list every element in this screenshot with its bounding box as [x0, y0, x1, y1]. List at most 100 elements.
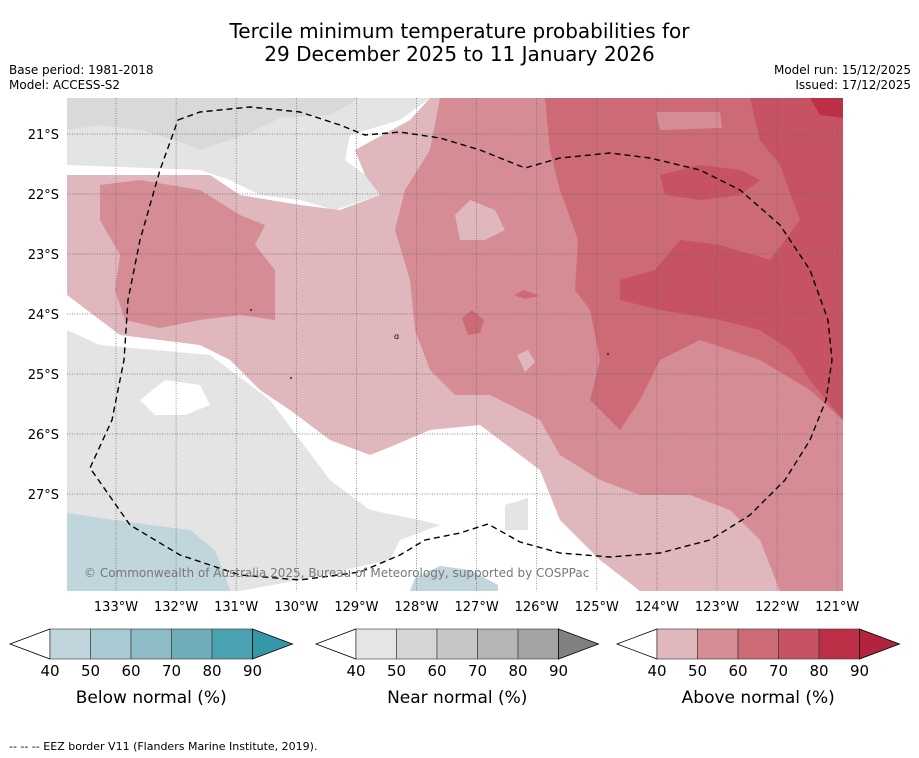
longitude-label: 126°W — [515, 600, 559, 615]
colorbar: 40 50 60 70 80 90 Near normal (%) — [314, 628, 600, 708]
colorbar-tick-label: 90 — [549, 662, 568, 680]
eez-border — [89, 106, 833, 581]
island-marker — [290, 377, 292, 379]
colorbar-tick-label: 70 — [468, 662, 487, 680]
colorbar-segment — [778, 628, 820, 660]
longitude-label: 130°W — [274, 600, 318, 615]
colorbar-tick-label: 80 — [508, 662, 527, 680]
longitude-label: 133°W — [94, 600, 138, 615]
above-normal-70-80 — [620, 98, 843, 420]
longitude-label: 121°W — [815, 600, 859, 615]
longitude-label: 131°W — [214, 600, 258, 615]
colorbar-tick-label: 80 — [202, 662, 221, 680]
latitude-label: 22°S — [28, 188, 59, 203]
island-markers: ɑ — [250, 309, 609, 379]
title-line-2: 29 December 2025 to 11 January 2026 — [264, 42, 655, 66]
longitude-label: 122°W — [755, 600, 799, 615]
above-normal-80-90 — [810, 98, 843, 118]
colorbar-segment — [49, 628, 91, 660]
colorbar-tick-label: 70 — [769, 662, 788, 680]
colorbar-segment — [477, 628, 519, 660]
island-marker: ɑ — [394, 332, 399, 341]
longitude-label: 132°W — [154, 600, 198, 615]
copyright-text: © Commonwealth of Australia 2025, Bureau… — [84, 566, 589, 580]
latitude-label: 23°S — [28, 248, 59, 263]
colorbar-low-extend — [615, 628, 658, 660]
latitude-label: 25°S — [28, 368, 59, 383]
colorbars: 40 50 60 70 80 90 Below normal (%) 40 50 60 70 80 90… — [8, 628, 901, 708]
colorbar-segment — [656, 628, 698, 660]
colorbar-tick-label: 50 — [688, 662, 707, 680]
above-normal-60-70-patch-2 — [514, 290, 540, 299]
colorbar-segment — [436, 628, 478, 660]
colorbar-high-extend — [252, 628, 294, 660]
latitude-label: 26°S — [28, 428, 59, 443]
colorbar-tick-label: 50 — [387, 662, 406, 680]
longitude-labels: 133°W 132°W 131°W 130°W 129°W 128°W 127°W 126°W… — [94, 600, 860, 615]
above-normal-40-50-east — [656, 112, 722, 130]
colorbar-tick-label: 60 — [728, 662, 747, 680]
colorbar-tick-label: 70 — [162, 662, 181, 680]
below-normal-region-southwest — [67, 513, 230, 591]
colorbar-low-extend — [8, 628, 51, 660]
colorbar-tick-label: 40 — [346, 662, 365, 680]
probability-shading: © Commonwealth of Australia 2025, Bureau… — [67, 98, 843, 591]
colorbar-low-extend — [314, 628, 357, 660]
colorbar-tick-label: 60 — [427, 662, 446, 680]
model-run: Model run: 15/12/2025 — [773, 63, 911, 77]
island-marker — [250, 309, 252, 311]
longitude-label: 124°W — [635, 600, 679, 615]
above-normal-70-80-north — [660, 165, 760, 200]
colorbar-tick-label: 50 — [81, 662, 100, 680]
meta-left: Base period: 1981-2018 Model: ACCESS-S2 — [9, 63, 154, 93]
above-normal-40-50-pocket — [455, 200, 505, 240]
model-name: Model: ACCESS-S2 — [9, 78, 121, 92]
colorbar-segment — [737, 628, 779, 660]
colorbar-title: Below normal (%) — [76, 688, 227, 708]
base-period: Base period: 1981-2018 — [9, 63, 154, 77]
latitude-label: 21°S — [28, 128, 59, 143]
colorbar-segment — [517, 628, 559, 660]
colorbar-segment — [130, 628, 172, 660]
above-normal-60-70-patch — [462, 310, 484, 335]
longitude-label: 125°W — [575, 600, 619, 615]
colorbar-segment — [211, 628, 253, 660]
longitude-label: 127°W — [455, 600, 499, 615]
latitude-label: 27°S — [28, 488, 59, 503]
map-title: Tercile minimum temperature probabilitie… — [0, 20, 919, 66]
colorbar-segment — [396, 628, 438, 660]
colorbar-segment — [171, 628, 213, 660]
below-normal-region-south — [410, 566, 498, 591]
colorbar-tick-label: 80 — [809, 662, 828, 680]
latitude-label: 24°S — [28, 308, 59, 323]
eez-footnote: -- -- -- EEZ border V11 (Flanders Marine… — [9, 740, 318, 753]
colorbar-tick-label: 40 — [40, 662, 59, 680]
colorbar-high-extend — [859, 628, 901, 660]
colorbar-title: Above normal (%) — [682, 688, 835, 708]
colorbar-tick-label: 60 — [121, 662, 140, 680]
colorbar-tick-label: 90 — [850, 662, 869, 680]
colorbar-tick-label: 90 — [243, 662, 262, 680]
colorbar: 40 50 60 70 80 90 Above normal (%) — [615, 628, 901, 708]
title-line-1: Tercile minimum temperature probabilitie… — [229, 19, 690, 43]
gridlines — [67, 98, 843, 591]
island-marker — [607, 353, 609, 355]
colorbar-segment — [818, 628, 860, 660]
colorbar: 40 50 60 70 80 90 Below normal (%) — [8, 628, 294, 708]
longitude-label: 128°W — [394, 600, 438, 615]
meta-right: Model run: 15/12/2025 Issued: 17/12/2025 — [774, 63, 911, 93]
above-normal-40-50-patch — [517, 350, 535, 372]
issued-date: Issued: 17/12/2025 — [795, 78, 911, 92]
colorbar-high-extend — [558, 628, 600, 660]
longitude-label: 129°W — [334, 600, 378, 615]
colorbar-title: Near normal (%) — [387, 688, 527, 708]
colorbar-segment — [90, 628, 132, 660]
colorbar-segment — [355, 628, 397, 660]
longitude-label: 123°W — [695, 600, 739, 615]
near-normal-region-southeast — [505, 498, 528, 530]
colorbar-segment — [697, 628, 739, 660]
colorbar-tick-label: 40 — [647, 662, 666, 680]
white-gap — [140, 380, 210, 415]
latitude-labels: 21°S 22°S 23°S 24°S 25°S 26°S 27°S — [28, 128, 59, 503]
